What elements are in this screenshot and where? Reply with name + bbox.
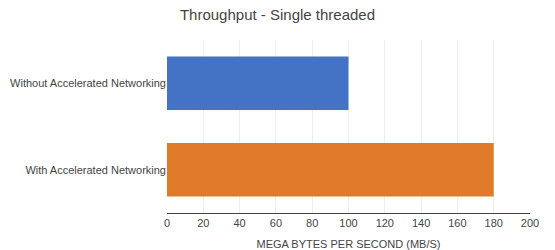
svg-text:0: 0 [164, 217, 170, 229]
svg-text:200: 200 [521, 217, 539, 229]
svg-text:40: 40 [233, 217, 245, 229]
svg-text:140: 140 [412, 217, 430, 229]
svg-text:60: 60 [270, 217, 282, 229]
svg-text:120: 120 [376, 217, 394, 229]
svg-text:Throughput - Single threaded: Throughput - Single threaded [180, 6, 375, 23]
svg-text:80: 80 [306, 217, 318, 229]
svg-text:100: 100 [339, 217, 357, 229]
svg-text:Without Accelerated Networking: Without Accelerated Networking [10, 77, 166, 89]
svg-text:180: 180 [485, 217, 503, 229]
svg-text:20: 20 [197, 217, 209, 229]
svg-text:160: 160 [448, 217, 466, 229]
svg-text:MEGA BYTES PER SECOND (MB/S): MEGA BYTES PER SECOND (MB/S) [257, 238, 441, 250]
svg-text:With Accelerated Networking: With Accelerated Networking [25, 164, 166, 176]
